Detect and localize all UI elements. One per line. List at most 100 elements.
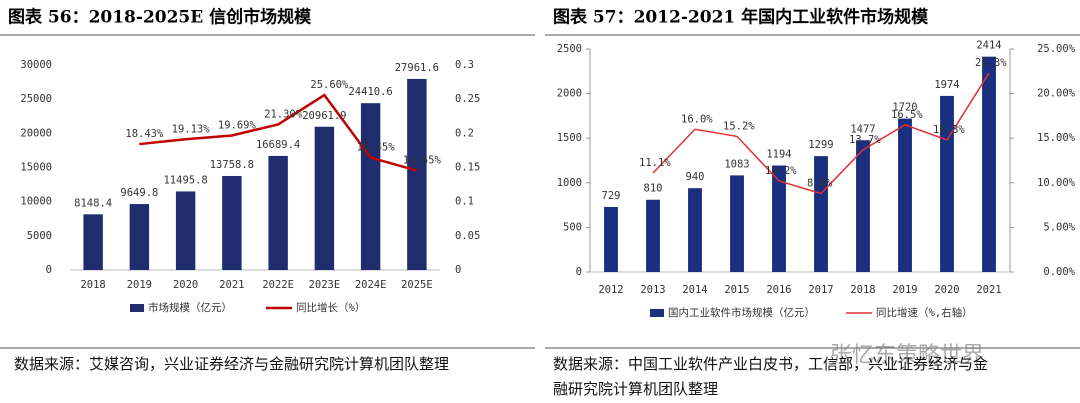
y2-tick-label: 5.00% <box>1043 221 1075 233</box>
bar-label: 9649.8 <box>120 187 158 199</box>
y-tick-label: 20000 <box>20 127 52 139</box>
bar <box>814 156 828 272</box>
line-label: 13.7% <box>849 134 881 146</box>
line-label: 25.60% <box>310 79 349 91</box>
legend-label: 国内工业软件市场规模（亿元） <box>668 306 815 319</box>
x-tick-label: 2018 <box>850 284 875 296</box>
x-tick-label: 2018 <box>80 279 105 291</box>
bar <box>83 214 103 270</box>
line <box>652 72 990 195</box>
bar-label: 1974 <box>934 79 959 91</box>
bar-label: 2414 <box>976 40 1001 52</box>
line-label: 19.13% <box>172 123 211 135</box>
bar <box>222 175 242 270</box>
source-note: 数据来源：艾媒咨询，兴业证券经济与金融研究院计算机团队整理 <box>14 355 449 373</box>
x-tick-label: 2013 <box>640 284 665 296</box>
line-label: 14.55% <box>403 155 442 167</box>
legend-label: 同比增速（%,右轴） <box>876 306 973 319</box>
bar <box>772 165 786 272</box>
bar-label: 11495.8 <box>163 174 207 186</box>
bar <box>646 199 660 272</box>
y2-tick-label: 0.1 <box>455 196 474 208</box>
y-tick-label: 500 <box>563 221 582 233</box>
y-tick-label: 2000 <box>557 88 582 100</box>
x-tick-label: 2021 <box>976 284 1001 296</box>
y-tick-label: 0 <box>46 264 52 276</box>
y-tick-label: 10000 <box>20 196 52 208</box>
x-tick-label: 2024E <box>355 279 387 291</box>
y2-tick-label: 0.05 <box>455 230 480 242</box>
y-tick-label: 5000 <box>27 230 52 242</box>
bar <box>129 204 150 270</box>
y-tick-label: 30000 <box>20 59 52 71</box>
bar <box>898 118 912 273</box>
watermark: 张忆东策略世界 <box>830 343 984 368</box>
line-label: 8.8% <box>807 178 833 190</box>
x-tick-label: 2025E <box>401 279 433 291</box>
bar-label: 729 <box>602 190 621 202</box>
x-tick-label: 2015 <box>724 284 749 296</box>
y2-tick-label: 0.25 <box>455 93 480 105</box>
bar-label: 940 <box>686 171 705 183</box>
y2-tick-label: 0.2 <box>455 127 474 139</box>
bar <box>314 126 335 271</box>
bar-label: 1299 <box>808 139 833 151</box>
chart-title: 图表 56：2018-2025E 信创市场规模 <box>8 7 312 28</box>
bar <box>688 188 702 272</box>
y2-tick-label: 10.00% <box>1037 177 1076 189</box>
bar <box>982 56 996 272</box>
bar-label: 1083 <box>724 158 749 170</box>
x-tick-label: 2023E <box>309 279 341 291</box>
x-tick-label: 2020 <box>934 284 959 296</box>
chart-title: 图表 57：2012-2021 年国内工业软件市场规模 <box>553 7 929 28</box>
line-label: 18.43% <box>125 128 164 140</box>
line-label: 16.45% <box>357 142 396 154</box>
bar <box>268 155 288 270</box>
bar-label: 8148.4 <box>74 197 112 209</box>
x-tick-label: 2017 <box>808 284 833 296</box>
source-note: 数据来源：中国工业软件产业白皮书，工信部，兴业证券经济与金融研究院计算机团队整理 <box>553 355 988 398</box>
y-tick-label: 1500 <box>557 132 582 144</box>
bar-label: 1720 <box>892 102 917 114</box>
x-tick-label: 2020 <box>173 279 198 291</box>
bar <box>604 206 618 272</box>
line-label: 11.1% <box>639 157 671 169</box>
bar-label: 1194 <box>766 148 791 160</box>
x-tick-label: 2016 <box>766 284 791 296</box>
y2-tick-label: 0.3 <box>455 59 474 71</box>
x-tick-label: 2019 <box>892 284 917 296</box>
line-label: 10.2% <box>765 165 797 177</box>
bar-label: 24410.6 <box>348 86 392 98</box>
x-tick-label: 2012 <box>598 284 623 296</box>
line <box>139 93 418 172</box>
x-tick-label: 2021 <box>219 279 244 291</box>
x-tick-label: 2022E <box>262 279 294 291</box>
legend-label: 同比增长（%） <box>296 301 365 314</box>
line-label: 22.3% <box>975 57 1007 69</box>
x-tick-label: 2019 <box>127 279 152 291</box>
line-label: 15.2% <box>723 120 755 132</box>
line-label: 19.69% <box>218 119 257 131</box>
bar-label: 13758.8 <box>210 159 254 171</box>
bar <box>856 140 870 272</box>
y2-tick-label: 20.00% <box>1037 88 1076 100</box>
bar <box>940 95 954 273</box>
y2-tick-label: 0.00% <box>1043 266 1075 278</box>
bar <box>175 191 196 270</box>
line-label: 16.0% <box>681 113 713 125</box>
y-tick-label: 2500 <box>557 43 582 55</box>
y-tick-label: 0 <box>576 266 582 278</box>
line-label: 21.30% <box>264 108 303 120</box>
line-label: 14.8% <box>933 124 965 136</box>
bar <box>407 78 427 270</box>
legend-swatch <box>130 304 144 312</box>
y2-tick-label: 0.15 <box>455 162 480 174</box>
line-label: 16.5% <box>891 109 923 121</box>
x-tick-label: 2014 <box>682 284 707 296</box>
y2-tick-label: 15.00% <box>1037 132 1076 144</box>
y-tick-label: 25000 <box>20 93 52 105</box>
y2-tick-label: 0 <box>455 264 461 276</box>
bar-label: 1477 <box>850 123 875 135</box>
